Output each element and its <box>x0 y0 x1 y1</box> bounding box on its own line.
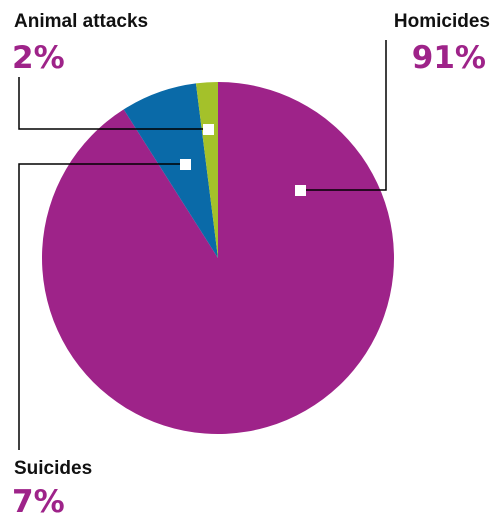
pie-slice-homicides <box>41 82 394 434</box>
label-name-homicides: Homicides <box>394 11 490 32</box>
pie-slices <box>41 82 394 434</box>
label-value-homicides: 91% <box>412 40 486 76</box>
marker-suicides <box>180 159 191 170</box>
pie-slice-suicides <box>123 83 218 258</box>
leader-line-animal-attacks <box>18 77 208 130</box>
leader-line-homicides <box>300 40 387 191</box>
marker-animal-attacks <box>203 124 214 135</box>
label-name-suicides: Suicides <box>14 458 92 479</box>
label-value-suicides: 7% <box>12 484 65 518</box>
marker-homicides <box>295 185 306 196</box>
label-name-animal-attacks: Animal attacks <box>14 11 148 32</box>
label-value-animal-attacks: 2% <box>12 40 65 76</box>
leader-line-suicides <box>18 163 185 450</box>
